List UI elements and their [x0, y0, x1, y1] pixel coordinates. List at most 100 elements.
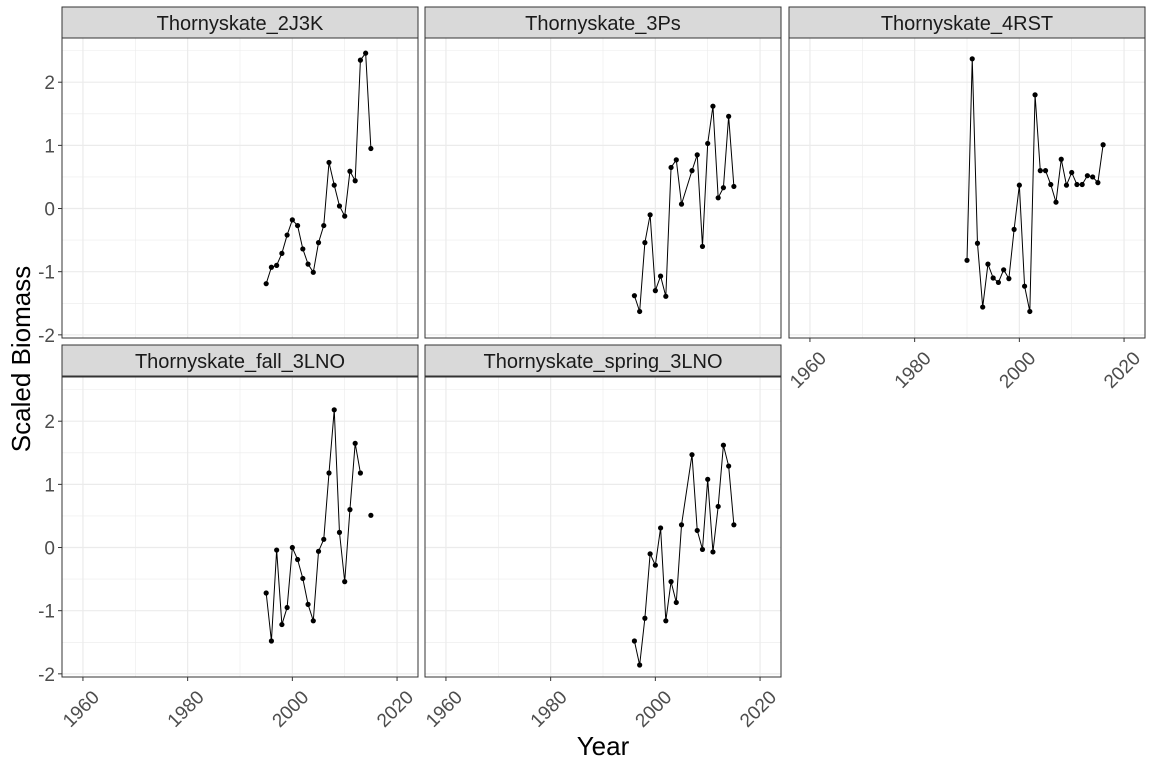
data-point [284, 604, 290, 611]
facet-strip-label: Thornyskate_2J3K [157, 13, 324, 35]
y-tick-label: 2 [44, 73, 55, 94]
data-point [315, 240, 322, 246]
data-point [336, 529, 343, 535]
data-point [726, 113, 732, 119]
data-point [1069, 169, 1075, 176]
data-point [300, 575, 306, 582]
data-point [268, 264, 275, 270]
facet-panel: Thornyskate_spring_3LNO 1960 1980 2000 2020 [422, 344, 782, 732]
y-tick-label: 0 [44, 539, 55, 560]
x-tick-label: 1980 [891, 348, 936, 393]
data-point [652, 288, 658, 294]
data-point [279, 250, 285, 256]
facet-strip-label: Thornyskate_fall_3LNO [135, 351, 345, 373]
data-point [678, 522, 685, 528]
data-point [263, 281, 269, 287]
data-point [315, 548, 322, 554]
facet-strip [424, 344, 782, 377]
data-point [294, 556, 301, 563]
x-tick-label: 1980 [527, 687, 572, 732]
facet-strip [61, 6, 419, 39]
data-point [720, 185, 727, 191]
data-point [1074, 181, 1080, 188]
data-point [289, 544, 295, 551]
data-point [731, 522, 737, 528]
data-point [263, 590, 269, 596]
data-point [279, 621, 285, 628]
data-point [647, 212, 653, 218]
data-point [657, 525, 664, 531]
data-point [995, 279, 1002, 286]
data-point [352, 178, 358, 184]
x-tick-label: 2000 [996, 348, 1041, 393]
data-point [274, 547, 280, 553]
data-point [300, 246, 306, 252]
facet-strip [424, 6, 782, 39]
data-point [663, 293, 669, 299]
x-tick-label: 2020 [736, 687, 781, 732]
facet-strip [61, 344, 419, 377]
data-point [1095, 180, 1101, 186]
data-point [321, 536, 327, 542]
data-point [1016, 182, 1022, 188]
panel-border [61, 376, 419, 678]
data-point [678, 201, 685, 207]
data-point [974, 240, 981, 246]
x-tick-label: 2000 [269, 687, 314, 732]
data-point [726, 463, 732, 469]
y-tick-label: -2 [38, 665, 55, 686]
data-point [637, 662, 643, 668]
data-point [631, 293, 638, 299]
data-point [705, 140, 711, 147]
data-point [1006, 276, 1012, 282]
data-point [689, 168, 695, 174]
data-point [710, 103, 716, 109]
data-point [990, 275, 996, 281]
data-point [668, 164, 674, 171]
x-tick-label: 2020 [373, 687, 418, 732]
x-tick-label: 1960 [786, 348, 831, 393]
data-point [1032, 92, 1038, 98]
data-point [1100, 142, 1106, 148]
facet-strip-label: Thornyskate_3Ps [525, 13, 681, 35]
data-point [980, 304, 986, 310]
data-point [352, 440, 358, 446]
data-point [642, 240, 648, 246]
facet-panel: Thornyskate_3Ps [424, 6, 782, 339]
data-point [363, 50, 369, 56]
facet-panel: Thornyskate_4RST 1960 1980 2000 2020 [786, 6, 1146, 393]
data-point [1063, 182, 1070, 188]
data-point [1058, 156, 1064, 162]
facet-strip-label: Thornyskate_4RST [881, 13, 1053, 35]
data-point [705, 476, 711, 482]
data-point [336, 203, 343, 209]
data-point [1053, 199, 1059, 205]
panel-border [61, 37, 419, 339]
data-point [347, 168, 353, 174]
facet-strip [788, 6, 1146, 39]
data-point [305, 601, 311, 607]
data-point [1084, 173, 1091, 179]
x-tick-label: 2020 [1100, 348, 1145, 393]
x-tick-label: 1960 [59, 687, 104, 732]
data-point [368, 512, 374, 518]
facet-strip-label: Thornyskate_spring_3LNO [483, 351, 722, 373]
data-point [694, 527, 700, 534]
panel-border [424, 376, 782, 678]
data-point [964, 257, 970, 263]
x-tick-label: 1980 [164, 687, 209, 732]
panel-border [424, 37, 782, 339]
data-point [326, 470, 332, 476]
data-point [274, 262, 280, 268]
data-point [1021, 283, 1028, 289]
data-point [347, 507, 353, 513]
facet-panel: Thornyskate_fall_3LNO -2 -1 0 1 2 1960 1980 2000… [38, 344, 419, 732]
data-point [331, 407, 337, 413]
facet-panel: Thornyskate_2J3K -2 -1 0 1 2 [38, 6, 419, 347]
data-point [357, 57, 364, 63]
data-point [310, 269, 316, 275]
data-point [331, 182, 337, 188]
data-point [731, 183, 737, 190]
data-point [715, 503, 721, 510]
